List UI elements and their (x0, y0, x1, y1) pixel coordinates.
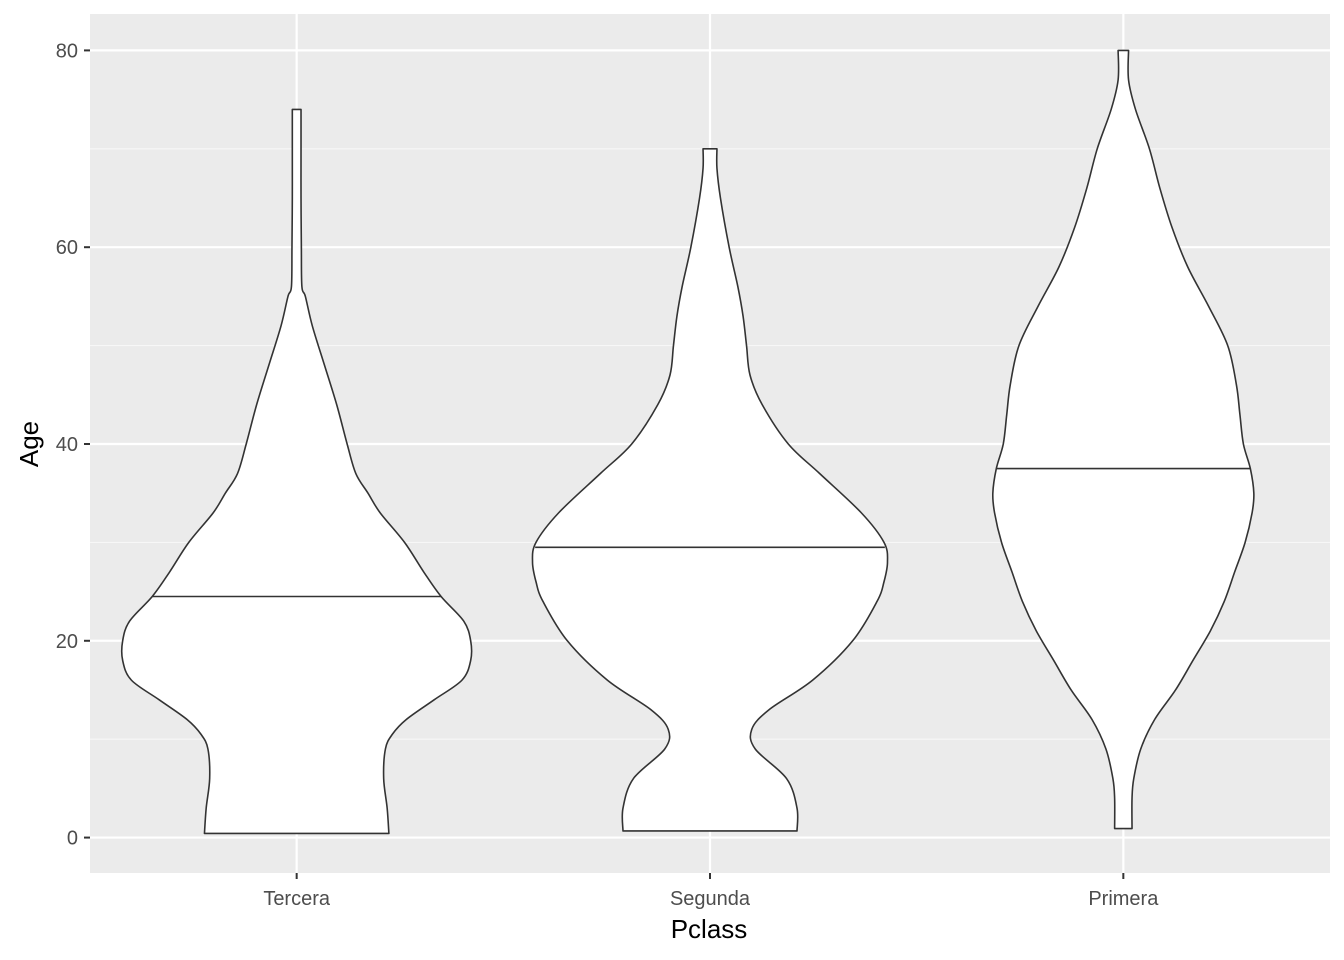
violin-segunda (531, 148, 889, 832)
x-axis: Tercera Segunda Primera (263, 873, 1159, 910)
y-tick-label: 0 (67, 828, 78, 850)
y-axis-title: Age (14, 421, 44, 467)
violin-tercera (120, 108, 473, 835)
x-tick-label: Primera (1088, 888, 1159, 910)
x-tick-label: Segunda (670, 888, 751, 910)
y-tick-label: 60 (56, 237, 78, 259)
y-tick-label: 40 (56, 434, 78, 456)
violin-primera (991, 49, 1255, 830)
violins (120, 49, 1255, 835)
x-axis-title: Pclass (671, 914, 748, 944)
y-tick-label: 20 (56, 631, 78, 653)
y-tick-label: 80 (56, 40, 78, 62)
x-tick-label: Tercera (263, 888, 331, 910)
y-axis: 0 20 40 60 80 (56, 40, 90, 850)
